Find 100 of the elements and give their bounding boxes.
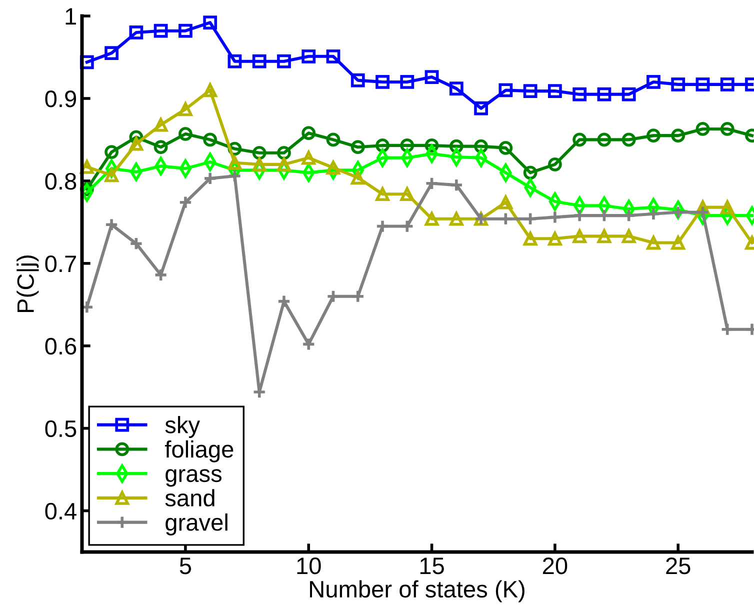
point (178, 195, 192, 210)
x-tick-label: 5 (180, 558, 192, 574)
point (376, 187, 390, 202)
point (622, 229, 636, 244)
point (449, 82, 464, 96)
point (424, 70, 439, 84)
point (154, 118, 168, 132)
point (498, 83, 513, 98)
point (154, 268, 168, 282)
point (720, 322, 734, 336)
point (129, 236, 144, 251)
point (326, 49, 340, 64)
point (104, 168, 119, 182)
point (548, 157, 562, 172)
point (720, 78, 734, 92)
point (326, 160, 340, 175)
point (498, 195, 513, 210)
point (277, 294, 291, 308)
point (178, 126, 192, 141)
y-tick-label: 0.4 (45, 502, 76, 520)
y-axis-title: P(C|j) (16, 256, 39, 312)
point (350, 73, 365, 88)
point (523, 166, 538, 180)
point (498, 140, 513, 155)
point (572, 132, 587, 147)
point (400, 75, 414, 89)
legend-label: gravel (166, 513, 228, 536)
point (646, 236, 660, 250)
point (154, 24, 168, 38)
point (523, 232, 538, 246)
point (622, 132, 636, 147)
point (228, 169, 242, 183)
y-tick-label: 1 (66, 8, 76, 25)
point (252, 157, 266, 172)
y-tick-label: 0.7 (45, 255, 76, 272)
point (449, 178, 464, 192)
x-tick-label: 15 (420, 558, 444, 574)
point (154, 140, 168, 154)
point (129, 136, 144, 151)
point (474, 101, 488, 116)
point (400, 219, 414, 234)
point (376, 219, 390, 234)
point (252, 54, 266, 68)
x-tick-label: 25 (666, 557, 690, 574)
point (622, 87, 636, 102)
point (523, 212, 538, 226)
x-tick-label: 10 (297, 557, 321, 574)
y-tick-label: 0.9 (45, 90, 76, 108)
point (597, 87, 612, 102)
point (350, 289, 365, 304)
point (129, 26, 144, 40)
point (252, 146, 266, 160)
point (400, 187, 414, 202)
point (80, 55, 94, 70)
point (523, 84, 538, 98)
legend-label: foliage (164, 440, 234, 462)
point (696, 78, 710, 92)
point (376, 75, 390, 89)
point (597, 229, 612, 244)
point (424, 176, 439, 190)
point (203, 172, 218, 186)
y-tick-label: 0.6 (45, 338, 76, 355)
point (449, 212, 464, 226)
point (203, 83, 218, 98)
point (203, 132, 218, 147)
point (80, 160, 94, 174)
point (671, 78, 686, 92)
point (178, 24, 192, 38)
point (277, 146, 291, 160)
point (104, 218, 119, 232)
point (203, 16, 218, 30)
point (646, 75, 660, 89)
point (302, 150, 316, 165)
point (178, 102, 192, 116)
point (671, 205, 686, 220)
point (498, 212, 513, 226)
legend-label: sky (165, 416, 200, 438)
point (104, 46, 119, 60)
point (302, 337, 316, 352)
y-tick-label: 0.8 (45, 172, 76, 190)
point (302, 49, 316, 64)
point (350, 170, 365, 185)
point (572, 229, 587, 244)
point (548, 84, 562, 98)
point (671, 128, 686, 143)
point (548, 232, 562, 246)
point (228, 54, 242, 68)
x-tick-label: 20 (543, 557, 568, 574)
point (548, 210, 562, 224)
point (326, 132, 340, 147)
point (277, 157, 291, 172)
legend-label: sand (165, 489, 214, 506)
point (696, 205, 710, 220)
point (597, 132, 612, 147)
point (720, 200, 734, 214)
point (720, 122, 734, 136)
point (277, 54, 291, 68)
legend-label: grass (166, 469, 222, 487)
y-tick-label: 0.5 (45, 420, 76, 438)
point (326, 289, 340, 304)
